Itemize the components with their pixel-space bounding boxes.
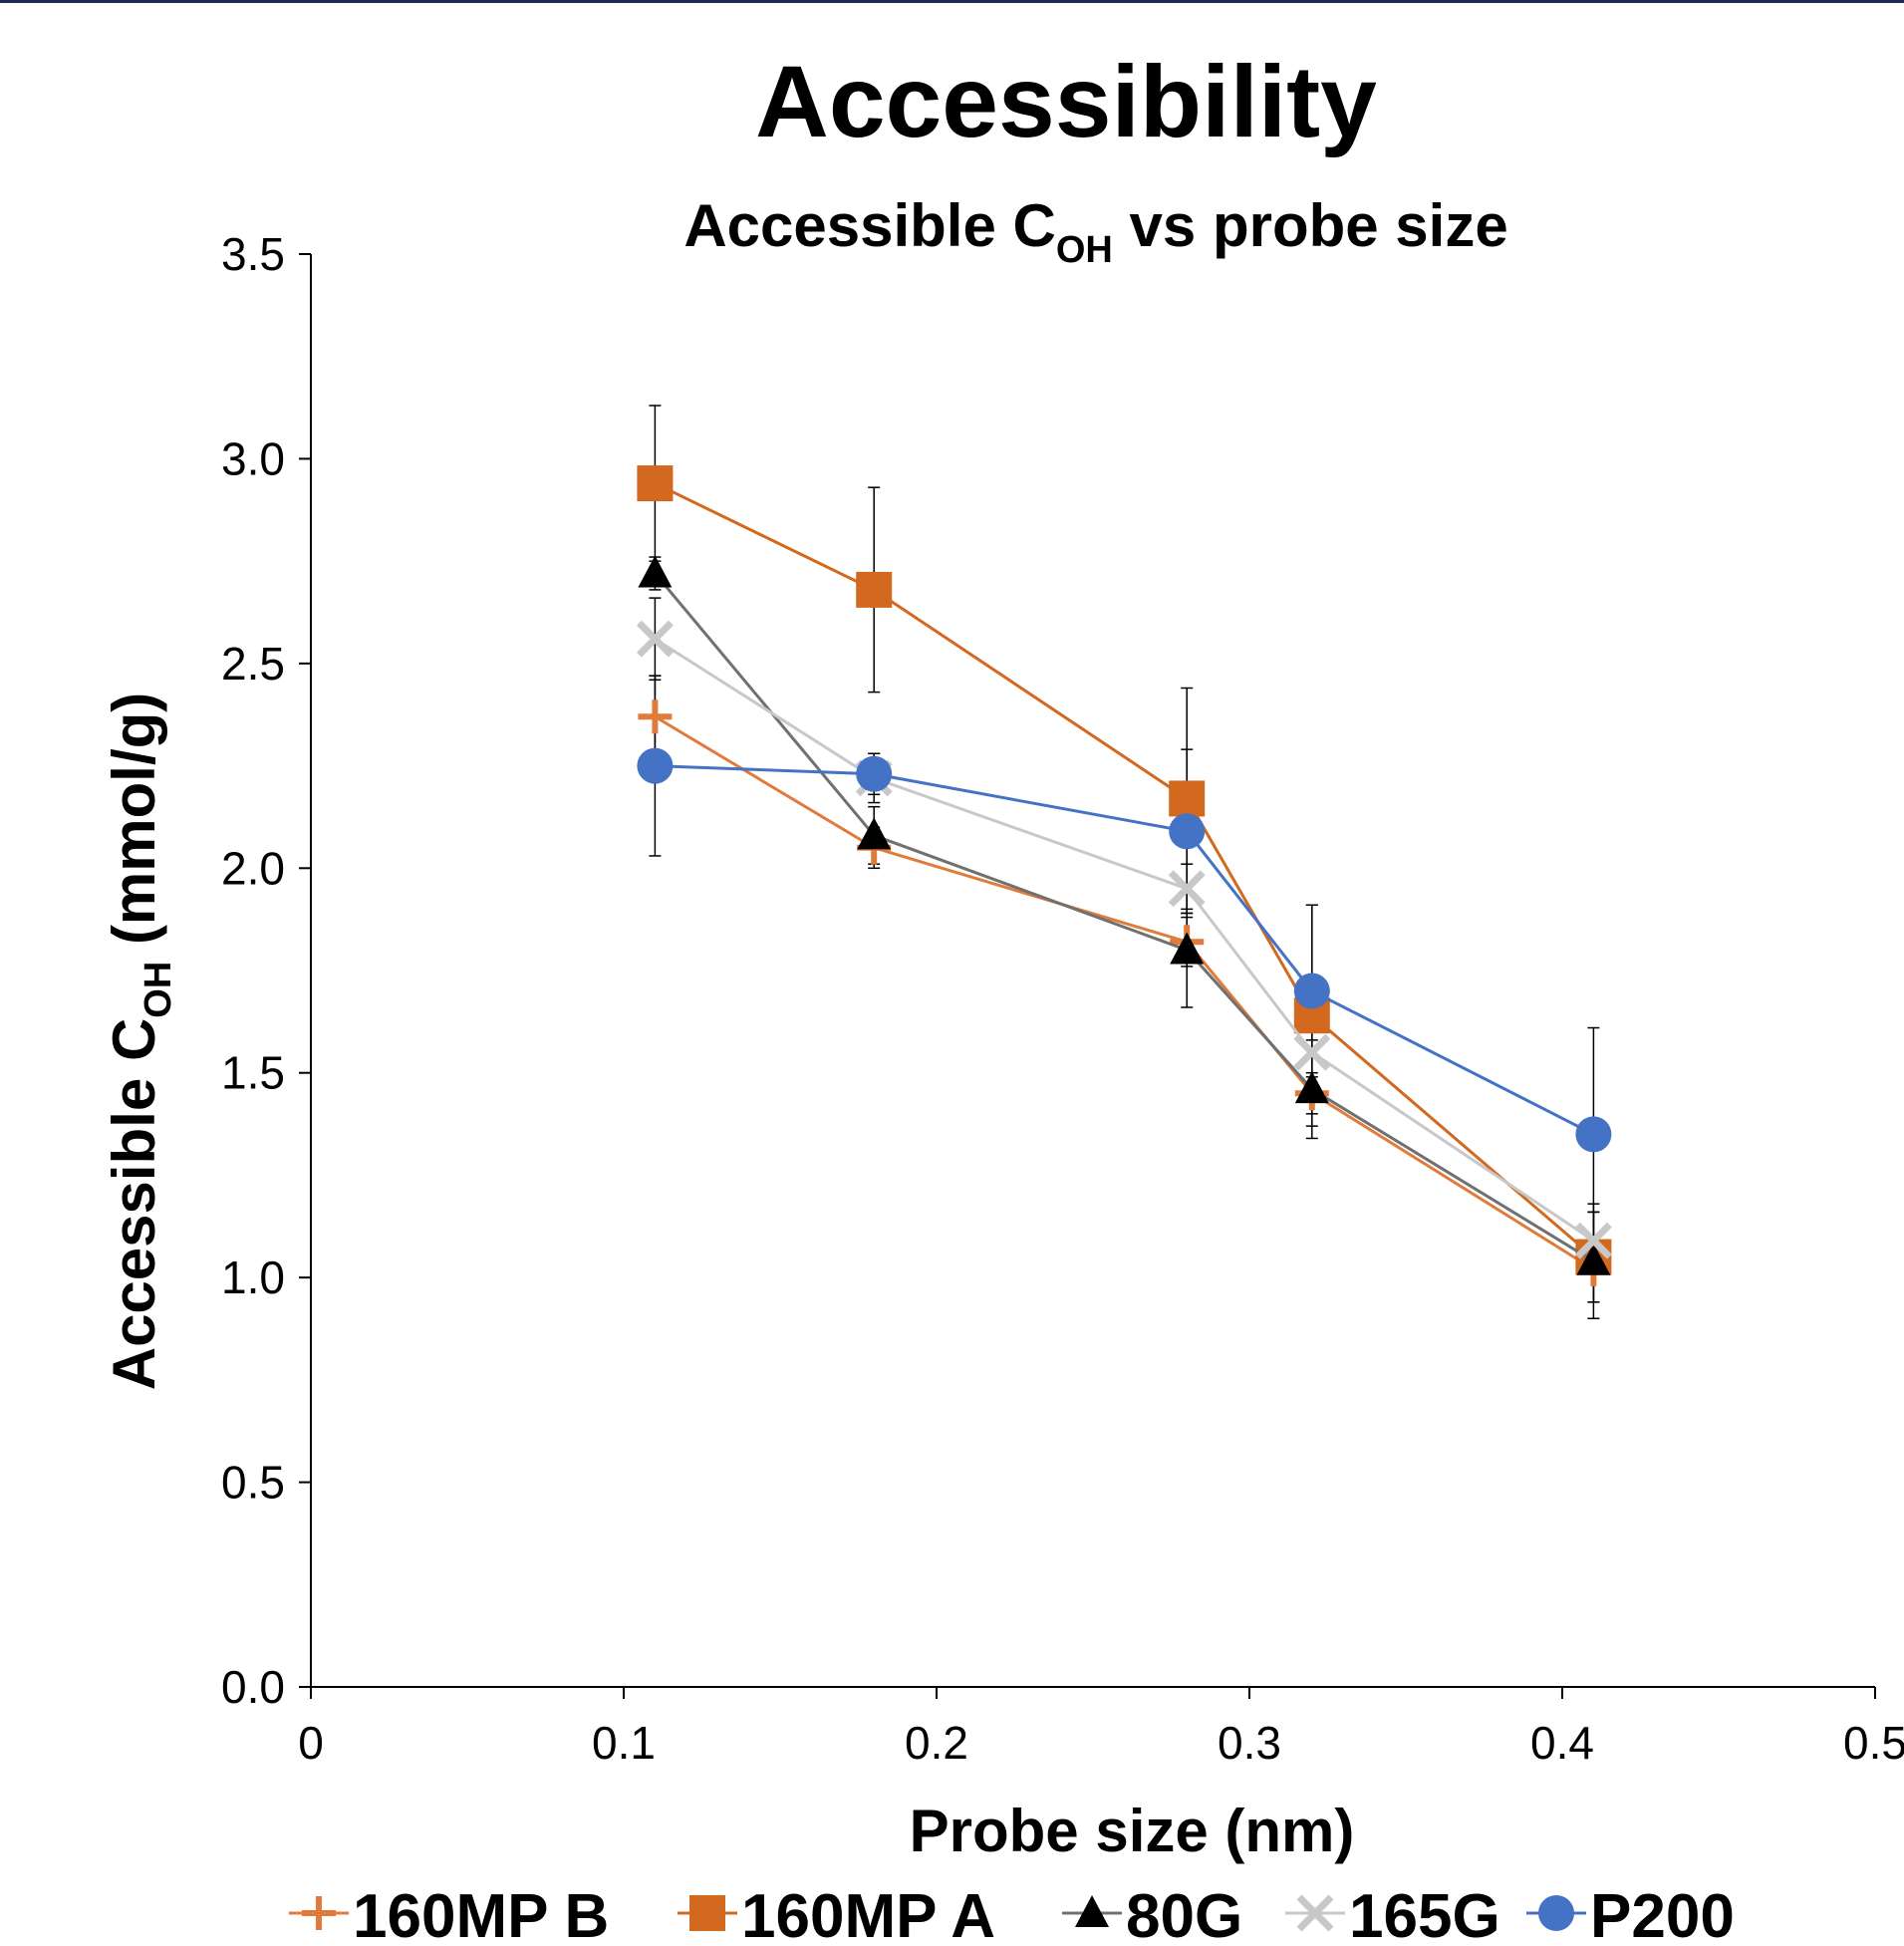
y-axis-label-subscript: OH <box>137 962 179 1018</box>
data-point-165g-b <box>1574 1222 1612 1259</box>
chart-title-subscript: OH <box>1056 229 1113 271</box>
legend-label: P200 <box>1590 1882 1735 1946</box>
x-tick-label: 0.5 <box>1843 1717 1904 1769</box>
legend: 160MP B 160MP A 80G 165G P200 <box>289 1882 1735 1946</box>
data-point-165g-b <box>1293 1033 1331 1071</box>
x-tick-label: 0 <box>298 1717 324 1769</box>
data-point-165g <box>1168 870 1206 908</box>
data-point-p200 <box>1575 1116 1612 1153</box>
y-tick-label: 1.5 <box>221 1047 285 1099</box>
chart-title: Accessible COH vs probe size <box>683 192 1507 271</box>
y-axis-label: Accessible COH (mmol/g) <box>101 693 179 1391</box>
data-point-p200 <box>637 747 674 784</box>
data-point-80g <box>1576 1243 1611 1275</box>
series-line-80g <box>654 572 1595 1262</box>
data-point-160mp-a <box>856 571 893 608</box>
data-point-165g-b <box>1168 870 1206 908</box>
y-tick-label: 3.5 <box>221 228 285 280</box>
legend-marker-b <box>1296 1894 1334 1932</box>
x-axis-label: Probe size (nm) <box>910 1798 1355 1864</box>
legend-item-160mp-b: 160MP B <box>289 1882 609 1946</box>
legend-marker <box>1075 1895 1109 1927</box>
data-point-80g <box>638 555 673 588</box>
y-axis-label-main: Accessible C <box>101 1018 167 1391</box>
plot-area <box>636 405 1612 1319</box>
data-point-p200 <box>1169 813 1206 850</box>
chart-title-rest: vs probe size <box>1113 192 1508 259</box>
data-point-165g <box>1293 1033 1331 1071</box>
data-point-p200 <box>856 755 893 792</box>
series-line-165g <box>654 637 1595 1243</box>
data-point-160mp-a <box>1169 780 1206 817</box>
legend-item-80g: 80G <box>1062 1882 1242 1946</box>
data-point-80g <box>1170 932 1205 965</box>
x-tick-label: 0.2 <box>905 1717 968 1769</box>
y-tick-label: 2.0 <box>221 842 285 894</box>
legend-label: 160MP B <box>353 1882 609 1946</box>
y-tick-label: 0.5 <box>221 1457 285 1509</box>
series-line-160mp-b <box>654 714 1595 1271</box>
legend-label: 160MP A <box>741 1882 995 1946</box>
legend-marker <box>1538 1895 1574 1931</box>
page-title: Accessibility <box>755 45 1377 158</box>
legend-item-160mp-a: 160MP A <box>678 1882 995 1946</box>
data-point-p200 <box>1293 973 1330 1009</box>
x-tick-label: 0.3 <box>1218 1717 1281 1769</box>
y-tick-label: 3.0 <box>221 432 285 484</box>
data-point-160mp-b <box>638 699 673 734</box>
x-tick-label: 0.4 <box>1530 1717 1594 1769</box>
data-point-165g <box>1574 1222 1612 1259</box>
data-point-165g-b <box>636 620 674 658</box>
y-tick-label: 1.0 <box>221 1251 285 1303</box>
legend-label: 80G <box>1126 1882 1242 1946</box>
data-point-160mp-a <box>637 465 674 502</box>
legend-item-p200: P200 <box>1526 1882 1735 1946</box>
series-line-p200 <box>655 764 1595 1136</box>
axes: 0 0.1 0.2 0.3 0.4 0.5 0.0 0.5 1.0 1.5 2.0 2.5 3.0 3.5 <box>221 228 1904 1769</box>
y-tick-label: 0.0 <box>221 1661 285 1713</box>
y-tick-label: 2.5 <box>221 638 285 690</box>
top-border-line <box>0 0 1904 3</box>
x-tick-label: 0.1 <box>592 1717 656 1769</box>
legend-label: 165G <box>1349 1882 1500 1946</box>
data-point-80g <box>857 817 892 850</box>
data-point-80g <box>1294 1071 1329 1104</box>
chart-title-main: Accessible C <box>683 192 1056 259</box>
legend-marker <box>1296 1894 1334 1932</box>
data-point-165g <box>636 620 674 658</box>
legend-marker <box>302 1896 336 1930</box>
legend-marker <box>689 1895 725 1931</box>
y-axis-label-rest: (mmol/g) <box>101 693 167 962</box>
series-line-160mp-a <box>654 481 1595 1258</box>
legend-item-165g: 165G <box>1285 1882 1500 1946</box>
